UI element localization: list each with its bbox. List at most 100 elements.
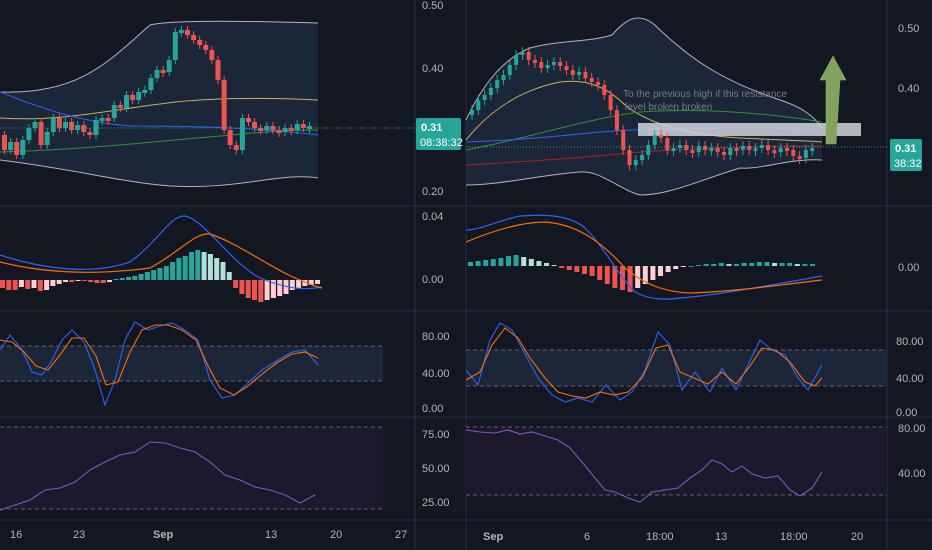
- right-signal-line: [465, 221, 823, 294]
- right-candle-body: [589, 78, 594, 82]
- left-time-label-2: Sep: [153, 529, 173, 541]
- left-rsi-label-2: 25.00: [422, 497, 450, 509]
- right-candle-body: [526, 52, 531, 60]
- right-candle-body: [740, 146, 745, 150]
- left-candle-body: [239, 118, 245, 150]
- left-rsi-axis[interactable]: 75.00 50.00 25.00: [422, 429, 450, 509]
- left-candle-body: [130, 95, 136, 100]
- left-macd-bar: [308, 280, 314, 285]
- left-candle-body: [191, 35, 197, 40]
- left-candle-body: [215, 60, 221, 80]
- right-sma-green: [465, 109, 823, 151]
- left-candle-body: [105, 118, 111, 121]
- right-candle-body: [772, 150, 777, 153]
- left-price-axis[interactable]: 0.50 0.40 0.20 0.31 08:38:32: [416, 0, 463, 198]
- left-candle-body: [69, 122, 75, 130]
- left-candle-body: [154, 70, 160, 78]
- right-stoch-label-0: 80.00: [896, 336, 924, 348]
- annotation-line-1[interactable]: To the previous high if this resistance: [623, 89, 787, 100]
- left-price-label-1: 0.40: [422, 63, 443, 75]
- left-candle-body: [75, 125, 81, 130]
- right-candle-body: [785, 148, 789, 151]
- right-candle-body: [621, 130, 626, 150]
- right-rsi-pane[interactable]: [465, 426, 887, 503]
- left-candle-body: [166, 60, 172, 72]
- left-candle-body: [221, 80, 227, 130]
- left-candle-body: [172, 32, 178, 60]
- left-candle-body: [38, 122, 44, 145]
- right-candles: [470, 47, 815, 170]
- right-macd-bar: [726, 264, 732, 266]
- right-candle-body: [539, 62, 544, 68]
- left-price-pane[interactable]: [0, 20, 415, 188]
- right-price-pane[interactable]: To the previous high if this resistance …: [465, 17, 887, 196]
- left-macd-bar: [132, 276, 138, 280]
- right-candle-body: [608, 95, 613, 110]
- left-macd-bar: [220, 262, 226, 280]
- right-macd-bar: [658, 266, 663, 276]
- left-macd-bar: [0, 280, 5, 288]
- left-candle-body: [178, 30, 184, 33]
- left-candle-body: [252, 122, 258, 128]
- right-candle-body: [659, 135, 663, 138]
- left-macd-bar: [270, 280, 276, 298]
- right-macd-bar: [490, 259, 496, 266]
- left-macd-bar: [12, 280, 18, 290]
- right-rsi-axis[interactable]: 80.00 40.00: [898, 423, 926, 480]
- right-rsi-label-1: 40.00: [898, 468, 926, 480]
- right-macd-bar: [468, 262, 473, 266]
- right-candle-body: [715, 148, 720, 152]
- left-time-label-5: 27: [395, 529, 407, 541]
- right-candle-body: [551, 62, 556, 65]
- right-candle-body: [507, 65, 512, 75]
- left-time-label-1: 23: [73, 529, 85, 541]
- right-stoch-pane[interactable]: [465, 322, 887, 403]
- target-arrow[interactable]: [819, 55, 847, 145]
- annotation-line-2[interactable]: level broken broken: [625, 102, 712, 113]
- right-macd-axis[interactable]: 0.00: [898, 262, 919, 274]
- right-macd-bar: [528, 259, 534, 266]
- left-rsi-pane[interactable]: [0, 426, 383, 511]
- left-macd-pane[interactable]: [0, 215, 323, 302]
- right-candle-body: [709, 148, 714, 151]
- right-sma-yellow: [465, 80, 823, 143]
- right-candle-body: [627, 150, 632, 165]
- left-candle-body: [246, 118, 251, 122]
- left-macd-bar: [239, 280, 245, 294]
- left-time-axis[interactable]: 16 23 Sep 13 20 27: [10, 529, 407, 541]
- right-time-label-0: Sep: [483, 531, 503, 543]
- right-time-axis[interactable]: Sep 6 18:00 13 18:00 20: [483, 531, 863, 543]
- right-macd-pane[interactable]: [465, 214, 823, 300]
- right-macd-bar: [711, 264, 717, 266]
- left-macd-axis[interactable]: 0.04 0.00: [422, 211, 443, 286]
- right-stoch-axis[interactable]: 80.00 40.00 0.00: [896, 336, 924, 419]
- right-candle-body: [791, 150, 796, 156]
- left-time-label-3: 13: [265, 529, 277, 541]
- right-candle-body: [759, 145, 764, 148]
- left-bollinger-upper: [0, 20, 319, 93]
- right-candle-body: [514, 55, 519, 65]
- right-price-axis[interactable]: 0.50 0.40 0.31 38:32: [890, 23, 922, 171]
- right-time-label-1: 6: [584, 531, 590, 543]
- left-macd-label-0: 0.04: [422, 211, 443, 223]
- resistance-zone[interactable]: [638, 123, 861, 136]
- left-stoch-pane[interactable]: [0, 321, 383, 407]
- left-macd-bar: [113, 279, 119, 280]
- right-macd-bar: [802, 264, 808, 266]
- left-macd-bar: [195, 250, 201, 280]
- left-macd-bar: [138, 274, 144, 280]
- left-stoch-d-line: [0, 324, 319, 396]
- left-candle-body: [8, 142, 14, 150]
- left-candle-body: [136, 92, 142, 100]
- left-macd-bar: [37, 280, 43, 291]
- right-bollinger-lower: [465, 159, 823, 196]
- right-candle-body: [602, 85, 607, 95]
- right-candle-body: [558, 62, 563, 66]
- left-stoch-axis[interactable]: 80.00 40.00 0.00: [422, 331, 450, 415]
- left-macd-bar: [94, 280, 100, 283]
- left-macd-bar: [81, 280, 87, 281]
- left-candle-body: [270, 126, 276, 130]
- right-candle-body: [803, 150, 808, 158]
- right-macd-bar: [574, 266, 580, 272]
